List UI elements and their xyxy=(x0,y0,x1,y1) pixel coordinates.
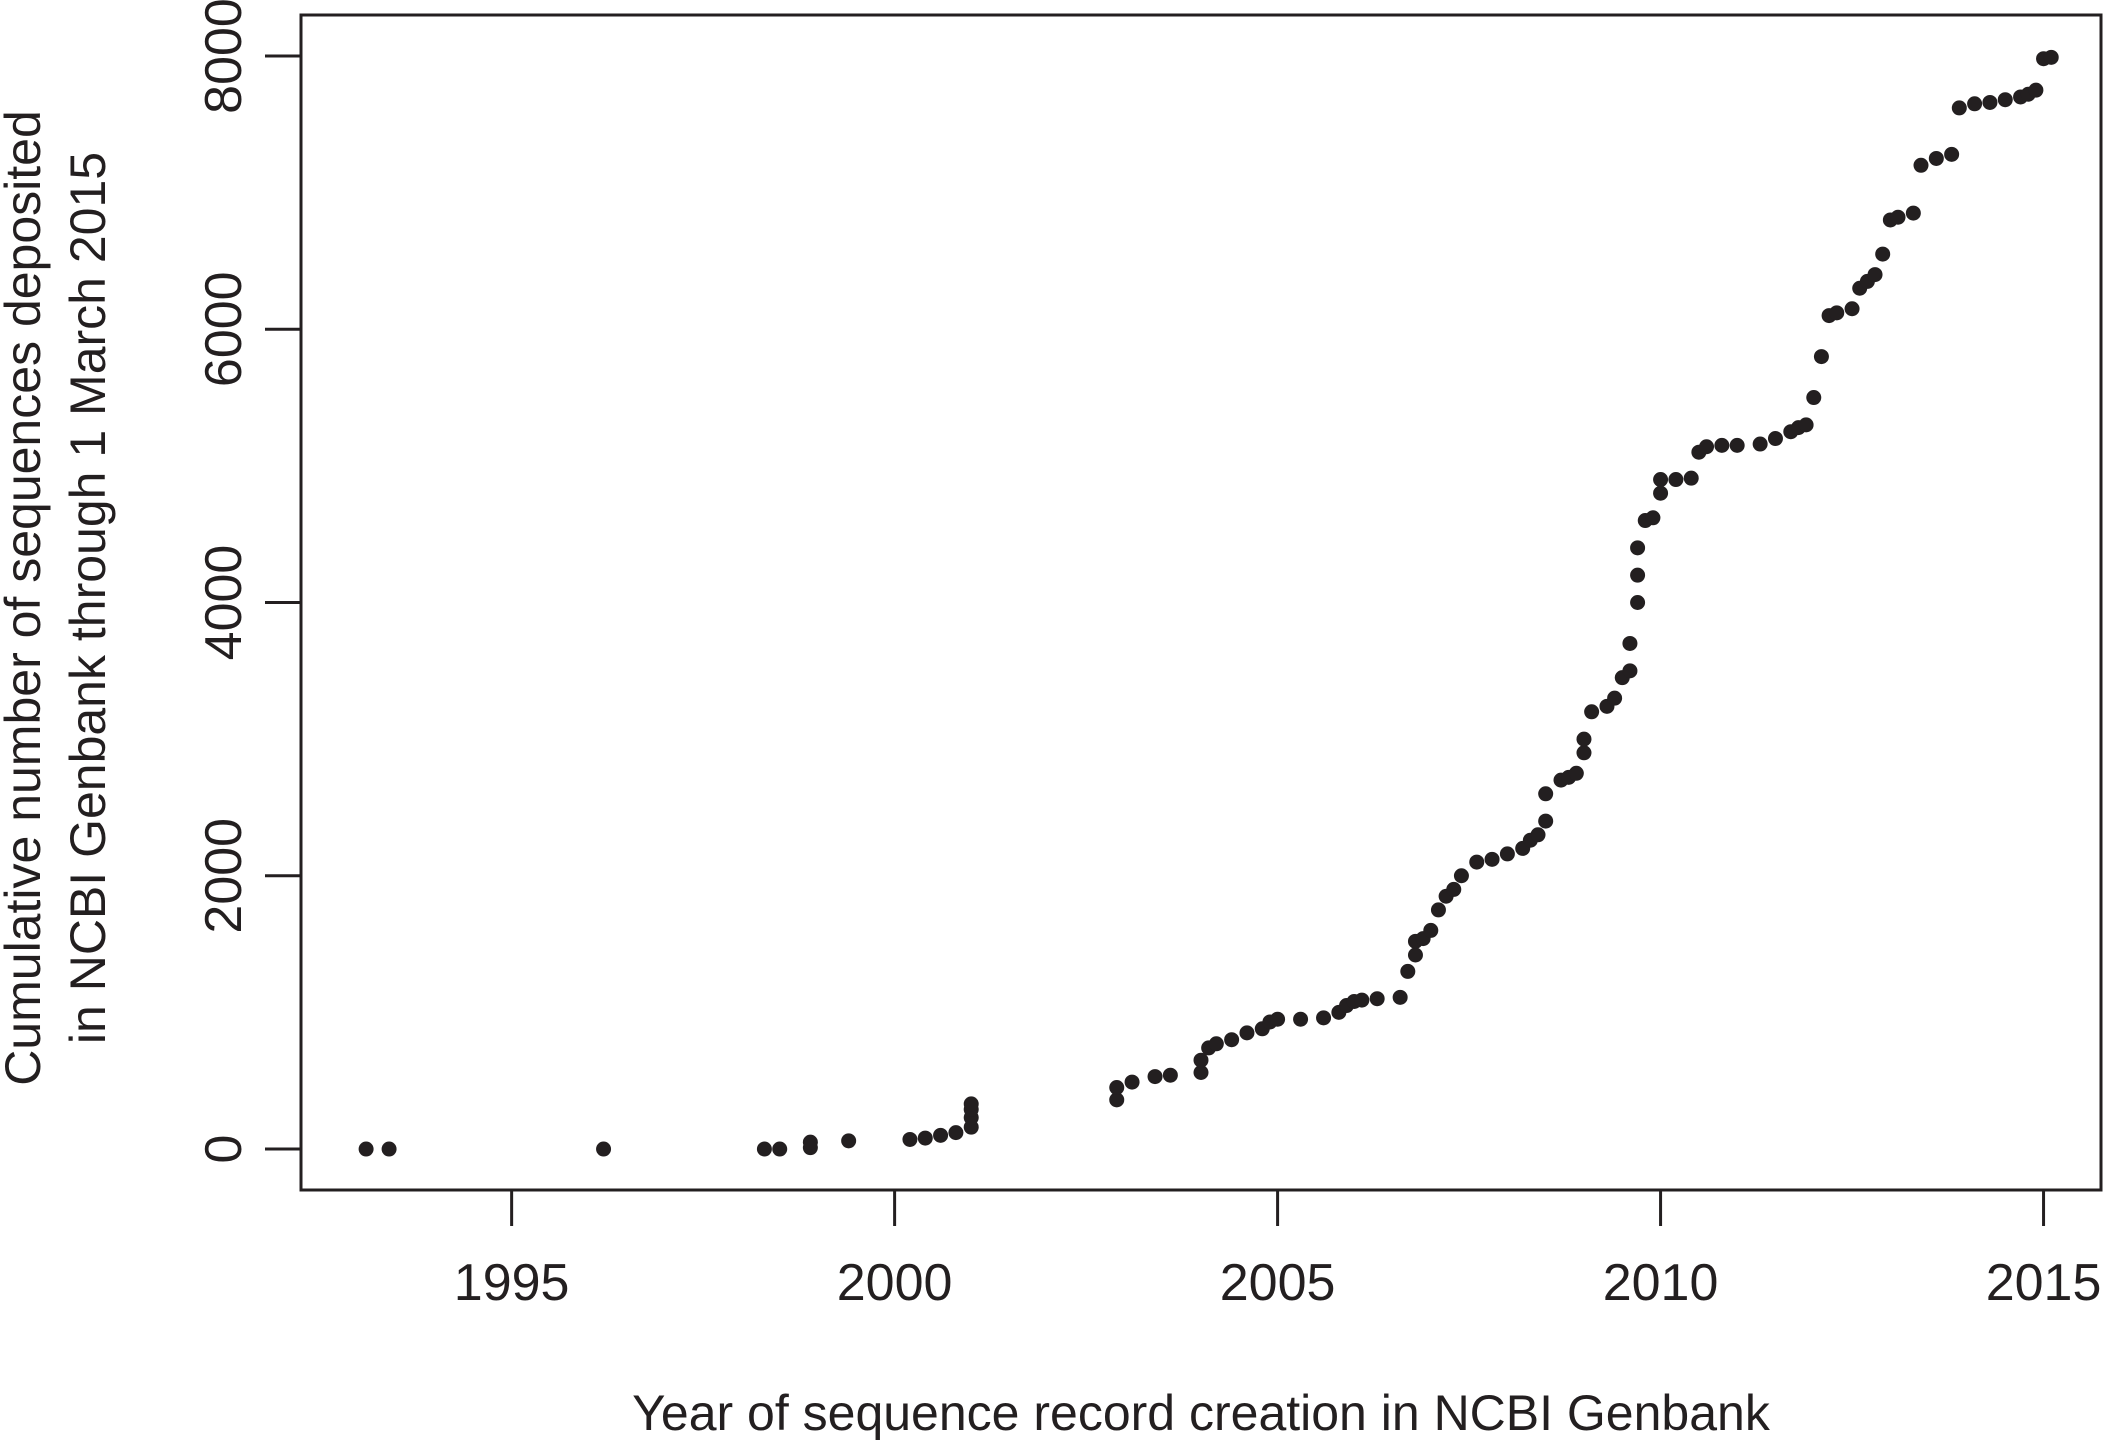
data-point xyxy=(1928,150,1944,166)
data-point xyxy=(1239,1025,1255,1041)
data-point xyxy=(772,1141,788,1157)
data-point xyxy=(1967,96,1983,112)
data-point xyxy=(1430,902,1446,918)
data-point xyxy=(1147,1069,1163,1085)
data-point xyxy=(1453,868,1469,884)
data-point xyxy=(1354,992,1370,1008)
data-point xyxy=(1162,1067,1178,1083)
data-point xyxy=(1224,1032,1240,1048)
x-tick-label: 2015 xyxy=(1986,1254,2102,1312)
y-tick-label: 0 xyxy=(195,1135,253,1164)
data-point xyxy=(1806,390,1822,406)
y-axis: 0 2000 4000 6000 8000 xyxy=(195,0,303,1164)
data-point xyxy=(1890,209,1906,225)
data-point xyxy=(1668,472,1684,488)
x-tick-label: 1995 xyxy=(454,1254,570,1312)
data-point xyxy=(1829,305,1845,321)
data-point xyxy=(1913,157,1929,173)
data-point xyxy=(1683,470,1699,486)
data-point xyxy=(1270,1011,1286,1027)
data-point xyxy=(841,1133,857,1149)
data-points xyxy=(358,49,2059,1157)
y-axis-title-line-1: Cumulative number of sequences deposited xyxy=(0,110,51,1086)
data-point xyxy=(902,1131,918,1147)
data-point xyxy=(1622,635,1638,651)
plot-frame xyxy=(299,13,2103,1192)
data-point xyxy=(1714,437,1730,453)
data-point xyxy=(963,1096,979,1112)
data-point xyxy=(1584,704,1600,720)
data-point xyxy=(1316,1010,1332,1026)
y-tick-label: 4000 xyxy=(195,545,253,661)
data-point xyxy=(1997,92,2013,108)
data-point xyxy=(596,1141,612,1157)
data-point xyxy=(948,1125,964,1141)
data-point xyxy=(1109,1080,1125,1096)
data-point xyxy=(917,1130,933,1146)
y-tick-label: 6000 xyxy=(195,271,253,387)
data-point xyxy=(1124,1074,1140,1090)
data-point xyxy=(1951,100,1967,116)
data-point xyxy=(1538,786,1554,802)
data-point xyxy=(756,1141,772,1157)
data-point xyxy=(1576,731,1592,747)
data-point xyxy=(1484,851,1500,867)
data-point xyxy=(1446,881,1462,897)
x-tick-label: 2000 xyxy=(837,1254,953,1312)
data-point xyxy=(1193,1065,1209,1080)
data-point xyxy=(1630,595,1646,610)
data-point xyxy=(1645,510,1661,526)
data-point xyxy=(1867,267,1883,283)
data-point xyxy=(1499,846,1515,862)
data-point xyxy=(1798,417,1814,433)
data-point xyxy=(933,1127,949,1143)
data-point xyxy=(1208,1036,1224,1052)
data-point xyxy=(1576,745,1592,761)
data-point xyxy=(1653,472,1669,488)
data-point xyxy=(1407,947,1423,963)
data-point xyxy=(1767,431,1783,447)
data-point xyxy=(1622,663,1638,679)
data-point xyxy=(1982,94,1998,110)
x-tick-label: 2010 xyxy=(1603,1254,1719,1312)
data-point xyxy=(802,1134,818,1150)
data-point xyxy=(2028,82,2044,98)
x-axis-title: Year of sequence record creation in NCBI… xyxy=(632,1385,1771,1440)
data-point xyxy=(1423,922,1439,938)
y-tick-label: 2000 xyxy=(195,818,253,934)
data-point xyxy=(1568,765,1584,781)
x-axis: 1995 2000 2005 2010 2015 xyxy=(454,1188,2102,1312)
data-point xyxy=(1400,963,1416,979)
y-axis-title-line-2: in NCBI Genbank through 1 March 2015 xyxy=(60,152,116,1044)
data-point xyxy=(1630,540,1646,556)
data-point xyxy=(1392,989,1408,1005)
data-point xyxy=(1369,991,1385,1007)
data-point xyxy=(1653,485,1669,501)
data-point xyxy=(381,1141,397,1157)
data-point xyxy=(1813,349,1829,365)
data-point xyxy=(1944,146,1960,162)
data-point xyxy=(1752,436,1768,452)
data-point xyxy=(1844,301,1860,317)
data-point xyxy=(1530,827,1546,843)
data-point xyxy=(1729,437,1745,453)
data-point xyxy=(1905,205,1921,221)
data-point xyxy=(2043,49,2059,65)
data-point xyxy=(1630,567,1646,583)
data-point xyxy=(1109,1092,1125,1108)
data-point xyxy=(1875,246,1891,262)
data-point xyxy=(1538,813,1554,829)
x-tick-label: 2005 xyxy=(1220,1254,1336,1312)
data-point xyxy=(1699,439,1715,455)
data-point xyxy=(1293,1011,1309,1027)
data-point xyxy=(1193,1052,1209,1068)
data-point xyxy=(358,1141,374,1157)
data-point xyxy=(1469,854,1485,870)
y-tick-label: 8000 xyxy=(195,0,253,114)
data-point xyxy=(1607,690,1623,706)
